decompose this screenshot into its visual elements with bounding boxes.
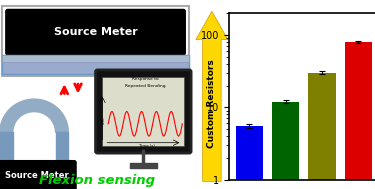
Text: Source Meter: Source Meter <box>5 171 69 180</box>
FancyBboxPatch shape <box>6 9 185 55</box>
Polygon shape <box>0 99 68 132</box>
Bar <box>345 42 372 189</box>
Text: Custom Resistors: Custom Resistors <box>207 60 216 148</box>
Bar <box>236 126 263 189</box>
Polygon shape <box>0 99 68 132</box>
FancyBboxPatch shape <box>2 55 189 74</box>
Text: R/R₀: R/R₀ <box>101 116 105 124</box>
Text: Time (s): Time (s) <box>139 143 155 148</box>
FancyBboxPatch shape <box>96 70 191 153</box>
Text: Flexion sensing: Flexion sensing <box>39 174 156 187</box>
Text: Repeated Bending: Repeated Bending <box>125 84 166 88</box>
Text: Source Meter: Source Meter <box>54 27 137 37</box>
Bar <box>308 73 336 189</box>
FancyBboxPatch shape <box>0 161 76 189</box>
Text: Response to: Response to <box>132 77 159 81</box>
FancyBboxPatch shape <box>2 6 189 76</box>
FancyBboxPatch shape <box>102 77 184 146</box>
FancyArrow shape <box>196 11 228 181</box>
Bar <box>272 101 299 189</box>
FancyBboxPatch shape <box>2 55 189 62</box>
